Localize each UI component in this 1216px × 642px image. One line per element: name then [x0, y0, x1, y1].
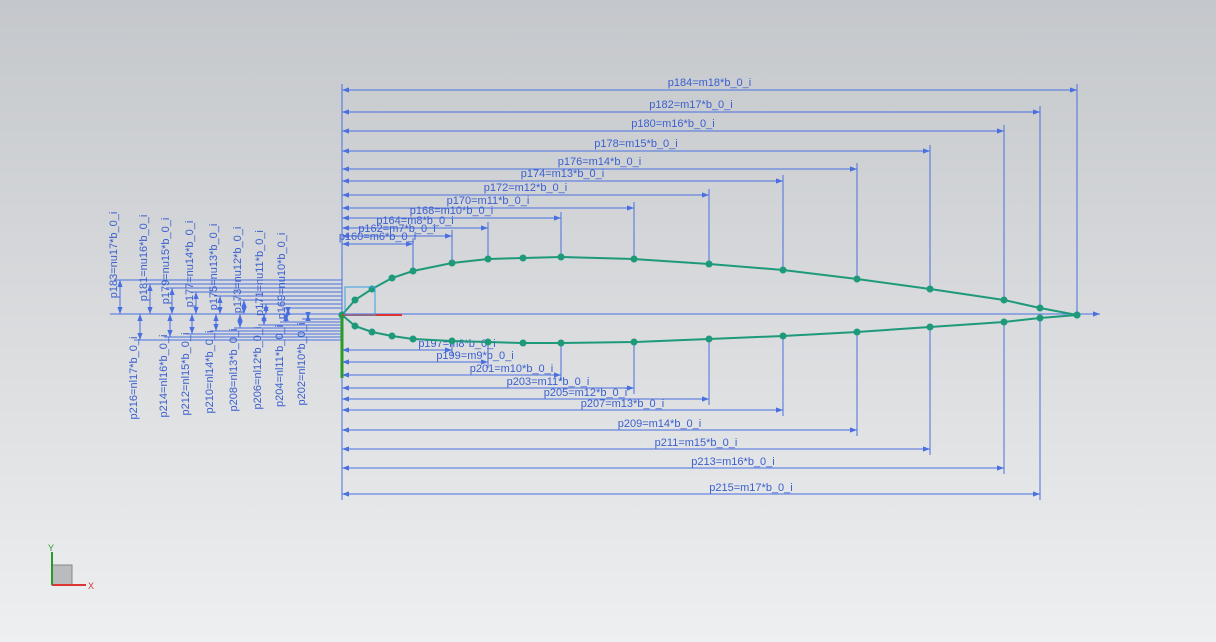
control-point	[780, 267, 787, 274]
cad-viewport: X Y p184=m18*b_0_i p182=m17*b_0_i p180=m16…	[0, 0, 1216, 642]
control-point	[854, 276, 861, 283]
dimension-label: p180=m16*b_0_i	[631, 118, 715, 130]
control-point	[1074, 312, 1081, 319]
control-point	[927, 286, 934, 293]
control-point	[558, 254, 565, 261]
control-point	[1001, 319, 1008, 326]
control-point	[369, 329, 376, 336]
control-point	[352, 297, 359, 304]
triad-y-label: Y	[48, 543, 54, 553]
dimension-label: p202=nl10*b_0_i	[296, 323, 308, 406]
control-point	[389, 333, 396, 340]
dimension-label: p209=m14*b_0_i	[618, 418, 702, 430]
dimension-label: p177=nu14*b_0_i	[184, 221, 196, 308]
dimension-label: p216=nl17*b_0_i	[128, 337, 140, 420]
dimension-label: p213=m16*b_0_i	[691, 456, 775, 468]
control-point	[631, 339, 638, 346]
control-point	[449, 260, 456, 267]
control-point	[1001, 297, 1008, 304]
control-point	[927, 324, 934, 331]
dimension-label: p215=m17*b_0_i	[709, 482, 793, 494]
dimension-label: p201=m10*b_0_i	[470, 363, 554, 375]
dimension-label: p199=m9*b_0_i	[436, 350, 513, 362]
dimension-label: p179=nu15*b_0_i	[160, 218, 172, 305]
dimension-label: p160=m6*b_0_i	[339, 231, 416, 243]
dimension-label: p176=m14*b_0_i	[558, 156, 642, 168]
dimension-label: p178=m15*b_0_i	[594, 138, 678, 150]
dimension-label: p182=m17*b_0_i	[649, 99, 733, 111]
background	[0, 0, 1216, 642]
control-point	[520, 340, 527, 347]
control-point	[485, 339, 492, 346]
control-point	[706, 261, 713, 268]
dimension-label: p207=m13*b_0_i	[581, 398, 665, 410]
control-point	[631, 256, 638, 263]
control-point	[449, 338, 456, 345]
dimension-label: p208=nl13*b_0_i	[228, 329, 240, 412]
control-point	[780, 333, 787, 340]
dimension-label: p173=nu12*b_0_i	[232, 227, 244, 314]
dimension-label: p212=nl15*b_0_i	[180, 333, 192, 416]
dimension-label: p214=nl16*b_0_i	[158, 335, 170, 418]
dimension-label: p204=nl11*b_0_i	[274, 325, 286, 407]
dimension-label: p184=m18*b_0_i	[668, 77, 752, 89]
control-point	[1037, 315, 1044, 322]
dimension-label: p210=nl14*b_0_i	[204, 331, 216, 414]
dimension-label: p206=nl12*b_0_i	[252, 327, 264, 410]
control-point	[706, 336, 713, 343]
dimension-label: p211=m15*b_0_i	[655, 437, 738, 449]
dimension-label: p183=nu17*b_0_i	[108, 212, 120, 299]
control-point	[410, 268, 417, 275]
triad-x-label: X	[88, 581, 94, 591]
control-point	[352, 323, 359, 330]
dimension-label: p175=nu13*b_0_i	[208, 224, 220, 311]
dimension-label: p169=nu10*b_0_i	[276, 233, 288, 320]
control-point	[558, 340, 565, 347]
control-point	[410, 336, 417, 343]
control-point	[854, 329, 861, 336]
triad-cube	[52, 565, 72, 585]
dimension-label: p174=m13*b_0_i	[521, 168, 605, 180]
control-point	[520, 255, 527, 262]
control-point	[1037, 305, 1044, 312]
control-point	[389, 275, 396, 282]
dimension-label: p181=nu16*b_0_i	[138, 215, 150, 302]
dimension-label: p172=m12*b_0_i	[484, 182, 568, 194]
dimension-label: p171=nu11*b_0_i	[254, 230, 266, 316]
control-point	[485, 256, 492, 263]
